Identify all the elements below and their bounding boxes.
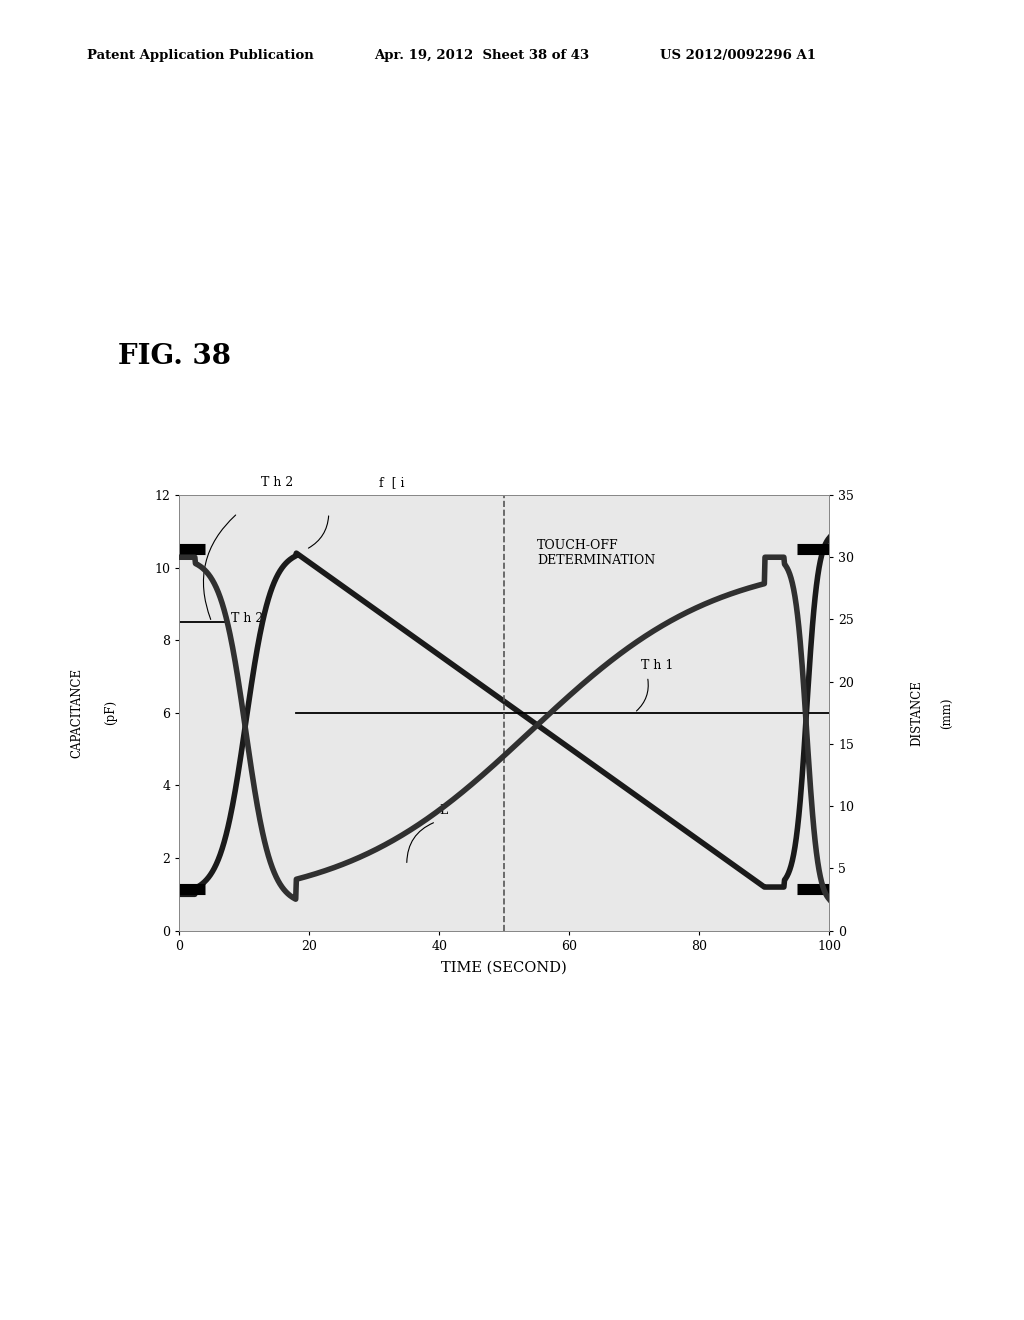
Text: L: L (439, 804, 447, 817)
Text: T h 2: T h 2 (231, 612, 263, 626)
Text: DISTANCE: DISTANCE (910, 680, 923, 746)
Text: (pF): (pF) (104, 700, 117, 726)
Text: f  [ i: f [ i (379, 475, 404, 488)
Text: Patent Application Publication: Patent Application Publication (87, 49, 313, 62)
Text: Apr. 19, 2012  Sheet 38 of 43: Apr. 19, 2012 Sheet 38 of 43 (374, 49, 589, 62)
Text: T h 1: T h 1 (641, 659, 673, 672)
Text: US 2012/0092296 A1: US 2012/0092296 A1 (660, 49, 816, 62)
Text: TOUCH-OFF
DETERMINATION: TOUCH-OFF DETERMINATION (537, 539, 655, 566)
Text: FIG. 38: FIG. 38 (118, 343, 230, 370)
X-axis label: TIME (SECOND): TIME (SECOND) (441, 961, 567, 975)
Text: CAPACITANCE: CAPACITANCE (71, 668, 83, 758)
Text: T h 2: T h 2 (261, 475, 293, 488)
Text: (mm): (mm) (941, 697, 953, 729)
